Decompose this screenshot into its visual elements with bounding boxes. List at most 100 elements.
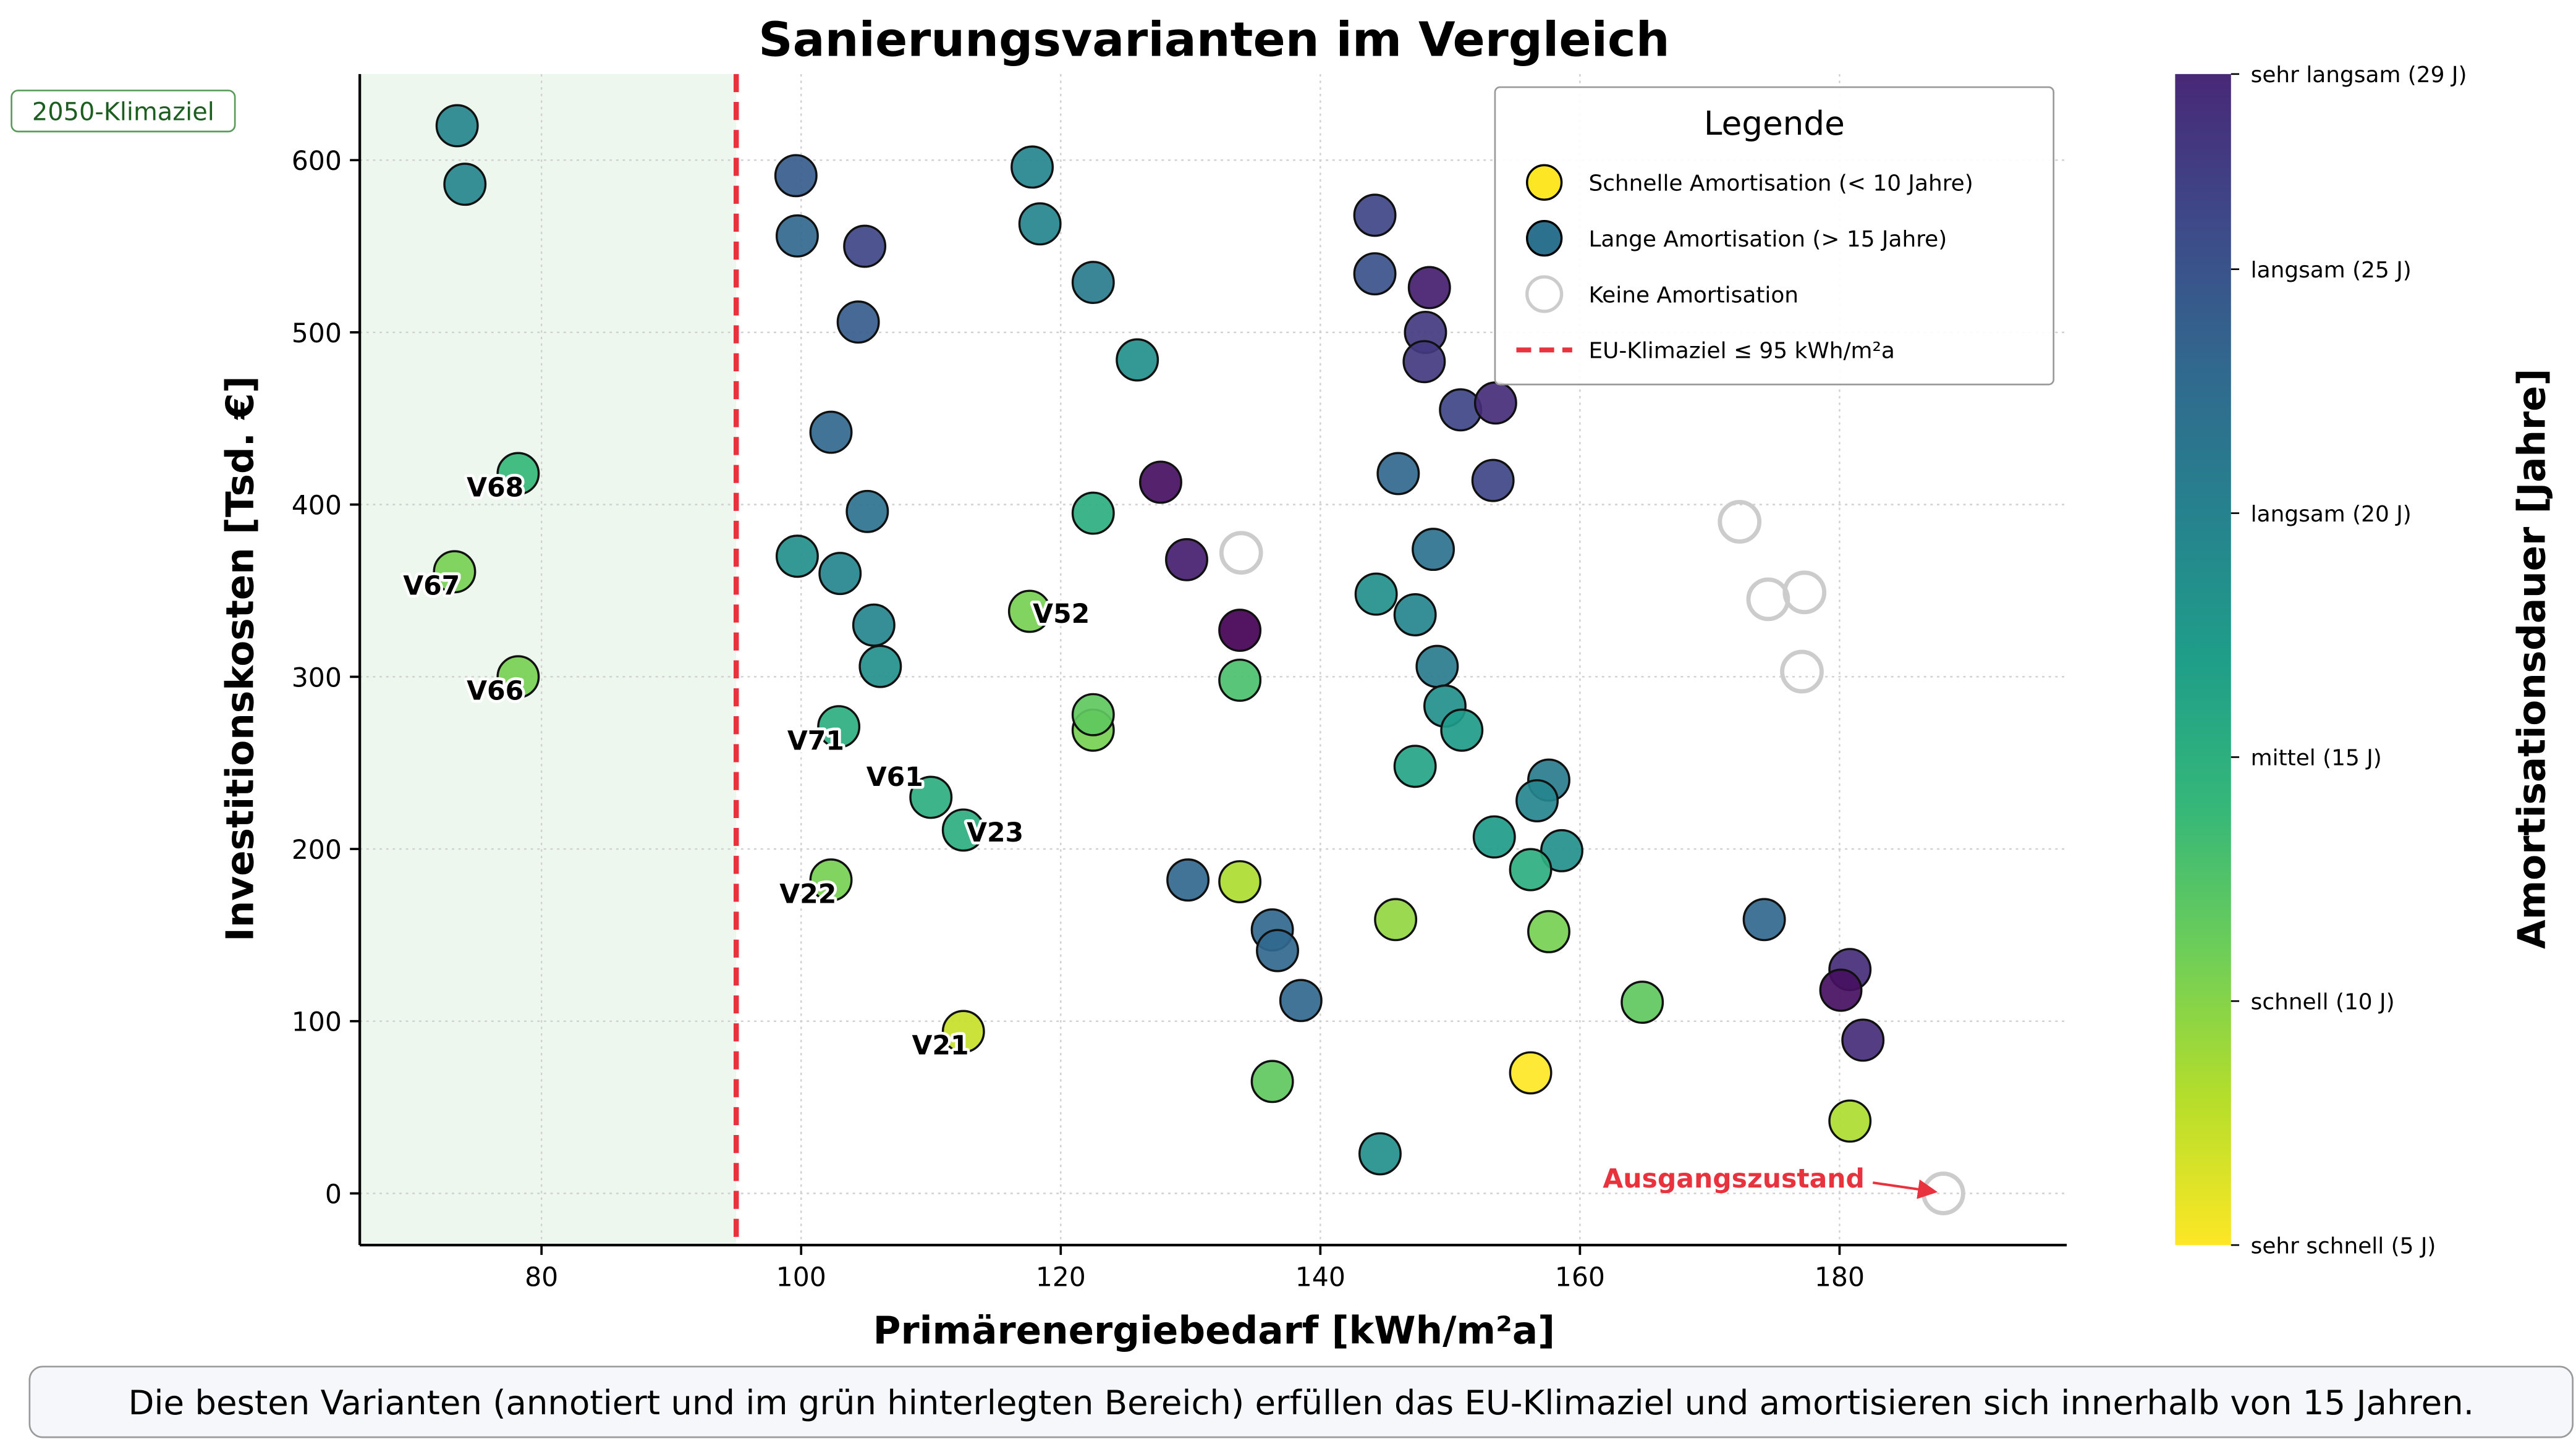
legend-item-none: Keine Amortisation [1525, 275, 1799, 313]
legend-label-long: Lange Amortisation (> 15 Jahre) [1588, 227, 1947, 252]
data-point [1116, 338, 1159, 382]
y-tick-label: 500 [292, 319, 342, 349]
data-point [774, 154, 818, 198]
y-ticks: 0 100 200 300 400 500 600 [292, 146, 360, 1210]
data-point [1509, 848, 1553, 892]
data-point [1218, 658, 1262, 702]
x-tick-label: 160 [1555, 1263, 1605, 1293]
data-point [1218, 860, 1262, 903]
data-point [852, 603, 896, 647]
annotation-arrow [1873, 1179, 1938, 1199]
legend-marker-long [1526, 220, 1563, 257]
data-point-no-amortisation [1219, 531, 1263, 575]
data-point [1527, 909, 1570, 953]
y-tick-label: 400 [292, 491, 342, 521]
data-point [1358, 1132, 1402, 1176]
data-point [1353, 193, 1397, 237]
data-point [1621, 981, 1664, 1024]
y-tick-label: 300 [292, 663, 342, 693]
data-point [817, 705, 861, 749]
point-label: V52 [1033, 599, 1090, 630]
data-point [1071, 261, 1115, 305]
y-axis-label: Investitionskosten [Tsd. €] [218, 376, 262, 942]
data-point [1471, 458, 1515, 502]
legend-marker-fast [1526, 164, 1563, 201]
data-point [1353, 252, 1397, 296]
colorbar-tick-label: schnell (10 J) [2251, 990, 2395, 1015]
climate-target-zone [360, 74, 737, 1246]
data-point [1376, 452, 1420, 496]
data-point [1218, 609, 1262, 652]
data-point [1250, 1060, 1294, 1104]
y-tick-label: 0 [325, 1179, 342, 1210]
x-axis-label: Primärenergiebedarf [kWh/m²a] [873, 1309, 1555, 1353]
data-point [809, 858, 853, 902]
data-point [1515, 779, 1559, 822]
data-point [1402, 340, 1446, 384]
data-point [941, 808, 985, 852]
point-label: V61 [866, 762, 923, 793]
data-point [1007, 589, 1051, 633]
grid [360, 74, 2067, 1246]
data-point [941, 1010, 985, 1053]
data-point-no-amortisation [1718, 500, 1762, 544]
data-point [1415, 644, 1459, 688]
data-point [1010, 145, 1054, 189]
data-point [1828, 1099, 1872, 1143]
data-point [1393, 593, 1437, 636]
point-label: V68 [467, 473, 523, 504]
colorbar-tick-label: sehr schnell (5 J) [2251, 1233, 2436, 1259]
data-point [775, 534, 819, 578]
data-point [1354, 572, 1398, 616]
data-point [1742, 898, 1786, 942]
data-point [1540, 829, 1583, 872]
data-point [1071, 491, 1115, 535]
legend-label-none: Keine Amortisation [1588, 282, 1799, 308]
data-point [836, 300, 880, 344]
data-points [433, 104, 1965, 1215]
data-point [1472, 815, 1516, 859]
data-point [435, 104, 479, 148]
data-point [1166, 858, 1210, 902]
colorbar-tick-label: langsam (25 J) [2251, 258, 2412, 283]
data-point [818, 552, 862, 596]
data-point [1440, 708, 1484, 752]
data-point [1393, 745, 1437, 788]
colorbar-tick-label: langsam (20 J) [2251, 502, 2412, 527]
data-point [843, 224, 887, 268]
colorbar-tick-label: sehr langsam (29 J) [2251, 62, 2467, 88]
data-point [1407, 266, 1451, 310]
x-tick-label: 140 [1295, 1263, 1345, 1293]
data-point [1018, 202, 1062, 246]
point-label: V21 [912, 1031, 969, 1061]
x-tick-label: 180 [1815, 1263, 1865, 1293]
data-point [1256, 929, 1299, 973]
point-label: V71 [787, 726, 844, 756]
point-label: V66 [467, 677, 523, 707]
data-point [1509, 1051, 1553, 1095]
data-point-no-amortisation [1782, 570, 1827, 615]
data-point-no-amortisation [1746, 577, 1790, 622]
legend-label-fast: Schnelle Amortisation (< 10 Jahre) [1588, 171, 1973, 196]
data-point [1139, 460, 1182, 504]
data-point [433, 550, 477, 594]
caption-box: Die besten Varianten (annotiert und im g… [28, 1365, 2574, 1438]
data-point [1473, 381, 1517, 425]
legend-label-target: EU-Klimaziel ≤ 95 kWh/m²a [1588, 339, 1894, 364]
annotation-text: Ausgangszustand [1603, 1164, 1865, 1194]
point-labels: V68 V67 V66 V71 V61 V23 V22 V21 V52 [400, 470, 1093, 1064]
data-point [1071, 693, 1115, 736]
x-tick-label: 120 [1036, 1263, 1086, 1293]
data-point [1819, 968, 1863, 1012]
legend-item-long: Lange Amortisation (> 15 Jahre) [1526, 220, 1947, 257]
data-point [1412, 528, 1455, 572]
legend-marker-none [1525, 275, 1564, 313]
y-tick-label: 100 [292, 1008, 342, 1038]
legend-item-fast: Schnelle Amortisation (< 10 Jahre) [1526, 164, 1973, 201]
data-point [1279, 979, 1323, 1023]
x-ticks: 80 100 120 140 160 180 [525, 1245, 1865, 1293]
data-point [909, 775, 953, 819]
x-tick-label: 80 [525, 1263, 558, 1293]
data-point [443, 162, 487, 206]
